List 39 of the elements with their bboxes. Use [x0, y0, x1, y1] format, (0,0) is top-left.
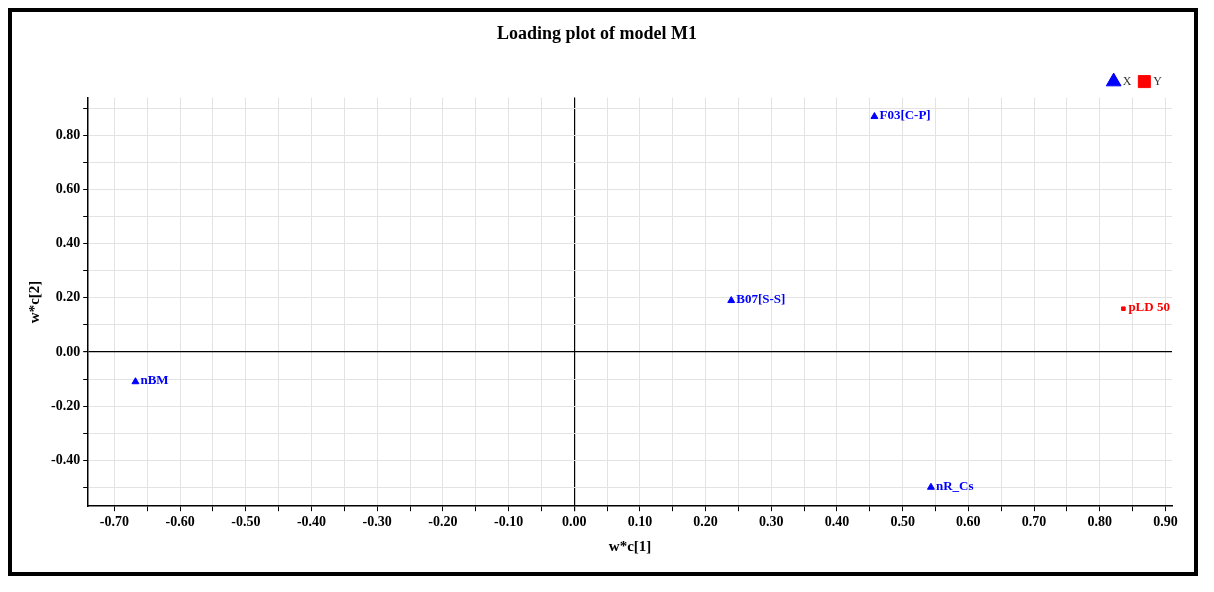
x-tick-label: -0.10	[493, 514, 524, 530]
x-tick-label: -0.70	[99, 514, 130, 530]
x-tick-label: -0.40	[296, 514, 327, 530]
x-tick-label: 0.60	[956, 514, 981, 530]
point	[870, 112, 879, 120]
x-tick-label: 0.50	[890, 514, 915, 530]
point	[131, 377, 140, 385]
x-tick-label: 0.20	[693, 514, 718, 530]
x-tick-label: 0.70	[1021, 514, 1047, 530]
x-tick-label: 0.80	[1087, 514, 1112, 530]
y-tick-label: -0.20	[50, 397, 81, 413]
x-tick-label: 0.00	[562, 514, 587, 530]
x-tick-label: -0.60	[165, 514, 195, 530]
x-tick-label: 0.40	[824, 514, 850, 530]
y-tick-label: 0.60	[55, 181, 81, 197]
x-tick-label: -0.30	[362, 514, 392, 530]
x-tick-label: -0.50	[231, 514, 261, 530]
x-tick-label: 0.30	[759, 514, 784, 530]
chart-title: Loading plot of model M1	[496, 23, 698, 44]
x-tick-label: 0.10	[627, 514, 653, 530]
annotation: nR_Cs	[935, 477, 974, 493]
point	[926, 482, 935, 490]
y-tick-label: 0.00	[55, 343, 81, 359]
annotation: F03[C-P]	[879, 106, 931, 122]
y-tick-label: 0.40	[55, 235, 81, 251]
x-axis-title: w*c[1]	[608, 537, 652, 554]
point	[727, 296, 736, 304]
point	[1121, 306, 1126, 311]
annotation: B07[S-S]	[736, 290, 786, 306]
y-tick-label: 0.80	[55, 127, 81, 143]
x-tick-label: -0.20	[428, 514, 458, 530]
annotation: pLD 50	[1128, 299, 1170, 315]
x-tick-label: 0.90	[1153, 514, 1178, 530]
legend-label: Y	[1153, 73, 1163, 88]
y-tick-label: -0.40	[50, 451, 81, 467]
y-axis-title: w*c[2]	[25, 280, 42, 324]
annotation: nBM	[140, 372, 169, 388]
y-tick-label: 0.20	[55, 289, 81, 305]
legend-label: X	[1122, 73, 1132, 88]
